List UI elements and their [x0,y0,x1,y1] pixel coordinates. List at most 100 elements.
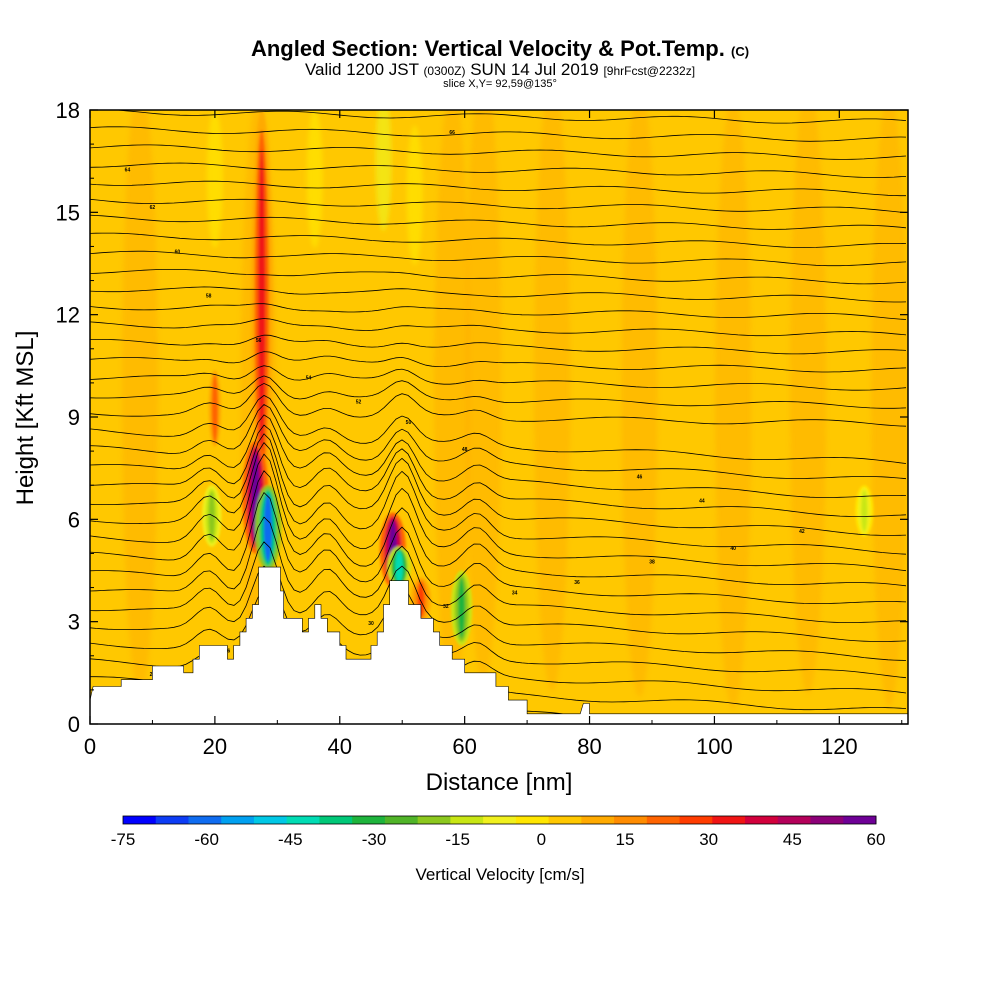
isentrope-line [90,382,907,427]
chart-subtitle: Valid 1200 JST (0300Z) SUN 14 Jul 2019 [… [0,60,1000,80]
isentrope-line [90,541,907,642]
weak-updraft-band [871,110,908,706]
weak-downdraft-band [306,110,323,249]
weak-downdraft-band [375,110,392,232]
isentrope-line [90,590,907,679]
colorbar-swatch [384,816,419,824]
isentrope-label: 46 [637,474,643,480]
colorbar-tick-label: 15 [616,830,635,849]
y-tick-label: 18 [56,98,80,123]
colorbar-swatch [352,816,386,824]
isentrope-line [90,516,907,623]
weak-downdraft-band [206,110,223,249]
isentrope-line [90,433,907,536]
isentrope-label: 52 [356,399,362,405]
colorbar-swatch [253,816,288,824]
terrain [90,566,908,724]
colorbar-swatch [123,816,157,824]
isentrope-label: 62 [150,205,156,211]
colorbar-tick-label: -75 [111,830,136,849]
downdraft-core [208,491,215,541]
chart-title-text: Angled Section: Vertical Velocity & Pot.… [250,36,725,61]
colorbar-tick-label: -45 [278,830,303,849]
colorbar-swatch [581,816,615,824]
isentrope-line [90,180,906,197]
x-axis-title: Distance [nm] [426,769,573,796]
weak-updraft-band [790,110,827,694]
colorbar-swatch [417,816,451,824]
colorbar-tick-label: 45 [783,830,802,849]
isentrope-label: 32 [443,604,449,610]
isentrope-line [90,453,907,572]
isentrope-label: 58 [206,294,212,300]
isentrope-label: 56 [256,338,262,344]
colorbar-swatch [155,816,189,824]
x-tick-label: 60 [452,734,476,759]
updraft-core [258,149,266,463]
colorbar-tick-label: -30 [362,830,387,849]
isentrope-label: 64 [125,167,131,173]
colorbar-swatch [319,816,353,824]
x-tick-label: 40 [328,734,352,759]
isentrope-line [90,470,907,587]
x-tick-label: 100 [696,734,733,759]
isentrope-label: 40 [730,546,736,552]
isentrope-line [90,269,907,285]
isentrope-line [90,403,907,480]
x-tick-label: 120 [821,734,858,759]
x-axis: 0 20 40 60 80 100 120 [84,110,903,759]
isentrope-label: 42 [799,529,805,535]
isentrope-label: 36 [574,580,580,586]
y-axis: 0 36 9 12 15 18 [56,98,908,737]
downdraft-core [861,490,868,532]
isentrope-label: 48 [462,447,468,453]
updraft-core [211,374,219,443]
weak-downdraft-band [406,125,423,266]
downdraft-core [395,550,403,584]
isentrope-line [90,303,907,320]
isentrope-line [90,442,907,555]
chart-title: Angled Section: Vertical Velocity & Pot.… [0,36,1000,62]
isentrope-line [90,365,907,391]
y-tick-label: 0 [68,712,80,737]
isentrope-line [90,286,907,303]
isentrope-line [90,198,907,213]
isentrope-line [90,144,907,160]
isentrope-label: 54 [306,375,312,381]
vertical-velocity-field [90,110,908,724]
downdraft-core [263,493,273,562]
isentrope-line [90,318,907,337]
isentrope-line [90,162,907,179]
isentrope-line [90,126,907,142]
colorbar-swatch [548,816,582,824]
y-tick-label: 3 [68,610,80,635]
isentrope-line [90,250,907,267]
weak-updraft-band [715,110,752,709]
colorbar-swatch [450,816,484,824]
colorbar-tick-label: -15 [445,830,470,849]
zulu-time: (0300Z) [423,64,466,78]
colorbar-swatch [614,816,648,824]
colorbar-tick-label: 30 [699,830,718,849]
isentrope-line [90,491,907,604]
colorbar: -75 -60 -45 -30 -15 0 15 30 45 60 [111,815,885,849]
y-tick-label: 9 [68,405,80,430]
x-tick-label: 0 [84,734,96,759]
isentrope-label: 34 [512,590,518,596]
colorbar-swatch [745,816,779,824]
isentrope-line [90,394,907,464]
y-tick-label: 15 [56,200,80,225]
colorbar-swatch [679,816,713,824]
isentrope-label: 30 [368,621,374,627]
colorbar-swatch [188,816,222,824]
colorbar-swatch [777,816,812,824]
weak-updraft-band [465,110,502,682]
y-tick-label: 12 [56,303,80,328]
isentrope-label: 44 [699,498,705,504]
colorbar-tick-label: 0 [537,830,546,849]
isentrope-label: 60 [175,249,181,255]
terrain-profile [90,566,908,724]
colorbar-swatch [515,816,550,824]
isentrope-label: 50 [406,420,412,426]
